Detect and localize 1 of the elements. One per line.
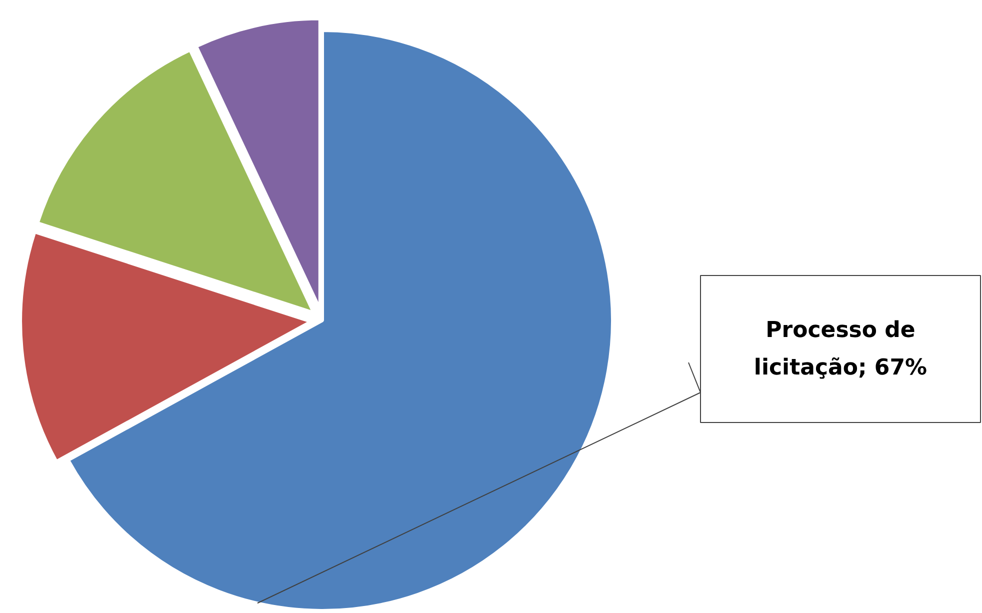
- slice-label: Processo de licitação; 67%: [754, 318, 928, 380]
